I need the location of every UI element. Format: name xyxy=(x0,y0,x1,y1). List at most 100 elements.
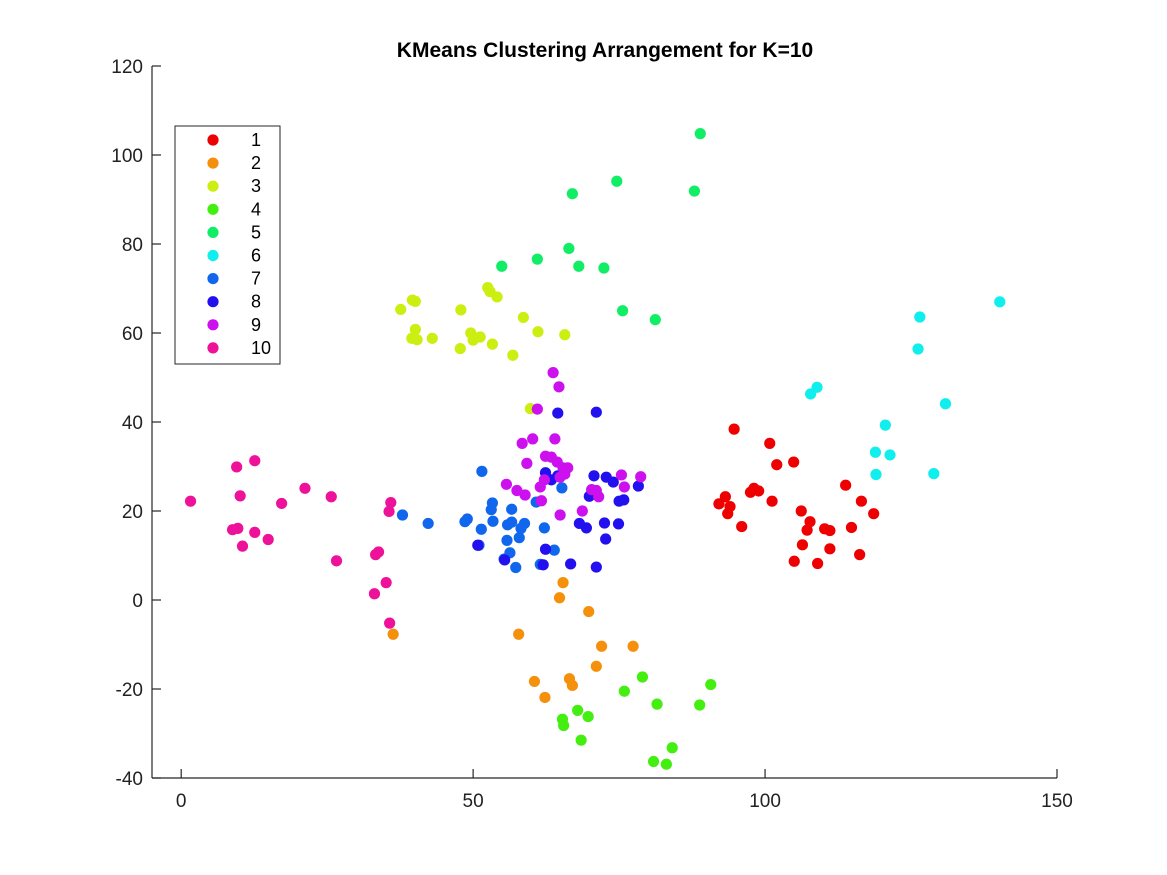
data-point xyxy=(330,555,343,567)
legend-marker xyxy=(207,296,219,308)
y-tick-label: -40 xyxy=(116,769,143,790)
legend-marker xyxy=(207,249,219,262)
data-point xyxy=(538,522,550,534)
legend-label: 3 xyxy=(251,176,261,196)
data-point xyxy=(804,516,816,528)
data-point xyxy=(510,561,522,574)
data-point xyxy=(598,262,610,274)
data-point xyxy=(539,543,552,555)
data-point xyxy=(491,291,503,303)
data-point xyxy=(563,242,575,255)
data-point xyxy=(607,476,619,488)
data-point xyxy=(395,303,407,316)
data-point xyxy=(385,496,397,509)
data-point xyxy=(588,470,600,482)
legend-item: 7 xyxy=(207,269,261,289)
data-point xyxy=(454,342,466,355)
data-point xyxy=(426,332,438,344)
data-point xyxy=(249,455,261,467)
data-point xyxy=(411,334,423,346)
data-point xyxy=(795,505,807,517)
y-tick-label: 100 xyxy=(111,146,143,167)
data-point xyxy=(565,558,577,570)
data-point xyxy=(713,498,725,510)
data-point xyxy=(855,495,868,507)
data-point xyxy=(694,128,706,140)
legend-label: 10 xyxy=(251,338,271,358)
legend-item: 9 xyxy=(207,315,261,335)
series-3 xyxy=(395,282,571,415)
data-point xyxy=(528,675,541,688)
data-point xyxy=(562,462,574,474)
data-point xyxy=(590,660,602,672)
data-point xyxy=(840,479,852,491)
legend-label: 1 xyxy=(251,130,261,150)
data-point xyxy=(666,742,678,754)
data-point xyxy=(380,577,392,589)
data-point xyxy=(766,495,778,507)
data-point xyxy=(547,367,559,379)
series-4 xyxy=(556,671,717,770)
data-point xyxy=(383,505,395,518)
legend-item: 10 xyxy=(207,338,271,358)
data-point xyxy=(600,533,612,545)
legend-box xyxy=(174,125,281,365)
data-point xyxy=(573,260,585,272)
series-8 xyxy=(472,406,644,573)
data-point xyxy=(636,671,649,683)
data-point xyxy=(576,505,588,517)
data-point xyxy=(928,468,940,480)
data-points xyxy=(184,128,1006,770)
data-point xyxy=(496,260,508,272)
legend-item: 6 xyxy=(207,246,261,266)
axes: 0 50 100 150 -40 -20 0 20 40 60 80 100 120 xyxy=(111,57,1073,812)
data-point xyxy=(796,539,809,551)
data-point xyxy=(553,381,565,393)
data-point xyxy=(527,433,539,445)
data-point xyxy=(590,406,602,418)
x-tick-label: 150 xyxy=(1041,791,1073,812)
data-point xyxy=(575,734,587,746)
series-9 xyxy=(500,367,647,521)
data-point xyxy=(234,490,246,502)
data-point xyxy=(532,326,544,338)
data-point xyxy=(516,437,528,449)
data-point xyxy=(788,555,800,567)
data-point xyxy=(535,495,548,507)
data-point xyxy=(531,253,543,265)
data-point xyxy=(582,710,594,723)
legend: 1 2 3 4 5 6 7 8 9 10 xyxy=(174,125,281,365)
data-point xyxy=(487,515,499,527)
data-point xyxy=(694,699,706,711)
data-point xyxy=(824,543,836,555)
data-point xyxy=(236,540,249,552)
data-point xyxy=(618,481,630,493)
data-point xyxy=(618,685,630,697)
data-point xyxy=(615,469,628,481)
data-point xyxy=(595,640,608,652)
series-1 xyxy=(713,423,880,570)
y-tick-label: -20 xyxy=(116,680,143,701)
legend-label: 9 xyxy=(251,315,261,335)
data-point xyxy=(552,407,564,419)
data-point xyxy=(368,588,381,600)
data-point xyxy=(632,480,644,492)
data-point xyxy=(299,482,311,494)
data-point xyxy=(705,678,717,691)
data-point xyxy=(476,465,488,477)
data-point xyxy=(539,691,551,704)
data-point xyxy=(506,503,518,515)
data-point xyxy=(559,329,571,341)
data-point xyxy=(868,508,880,520)
data-point xyxy=(553,592,566,604)
data-point xyxy=(870,468,882,481)
data-point xyxy=(651,698,663,710)
data-point xyxy=(232,522,244,534)
data-point xyxy=(554,509,566,521)
legend-marker xyxy=(207,342,219,354)
data-point xyxy=(736,520,748,533)
data-point xyxy=(519,489,531,501)
legend-marker xyxy=(207,203,219,215)
data-point xyxy=(409,295,421,308)
legend-item: 1 xyxy=(207,130,261,150)
